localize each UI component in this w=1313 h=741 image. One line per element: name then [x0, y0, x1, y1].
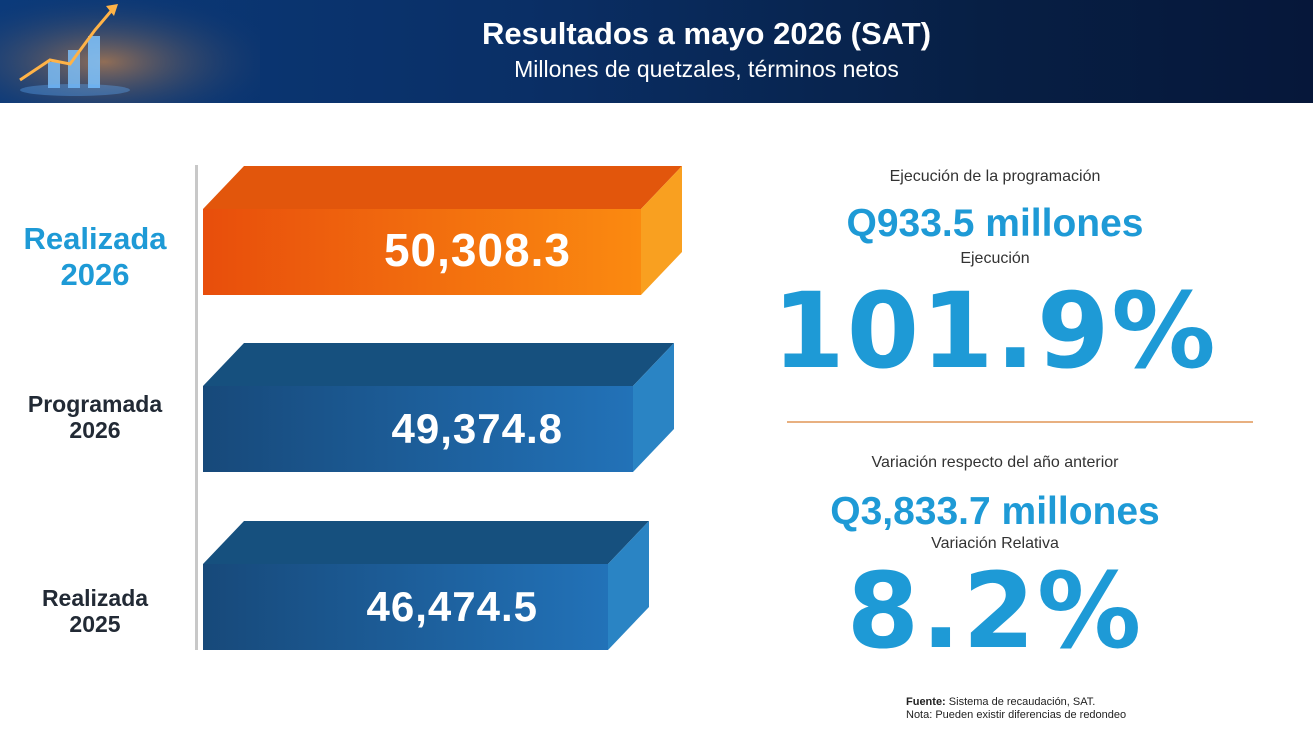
- execution-pct-label: Ejecución: [960, 250, 1030, 267]
- category-label-line: Programada: [27, 391, 163, 417]
- bar-side-programada-2026: [633, 343, 674, 472]
- category-label-programada-2026: Programada 2026: [10, 391, 180, 444]
- source-label: Fuente:: [906, 696, 946, 708]
- category-label-line: 2026: [60, 256, 130, 292]
- bar-value-label-realizada-2025: 46,474.5: [367, 583, 539, 630]
- variation-amount: Q3,833.7 millones: [830, 490, 1160, 533]
- bar-side-realizada-2026: [641, 166, 682, 295]
- bar-realizada-2026: [203, 209, 641, 295]
- source-text: Sistema de recaudación, SAT.: [945, 696, 1096, 708]
- category-label-realizada-2025: Realizada 2025: [10, 585, 180, 638]
- bar-top-programada-2026: [203, 343, 674, 386]
- page-title: Resultados a mayo 2026 (SAT): [481, 16, 932, 51]
- variation-label: Variación respecto del año anterior: [871, 454, 1119, 471]
- bar-value-label-realizada-2026: 50,308.3: [384, 224, 571, 276]
- rounding-note: Nota: Pueden existir diferencias de redo…: [906, 709, 1127, 722]
- category-label-line: Realizada: [41, 585, 149, 611]
- variation-pct: 8.2%: [846, 550, 1144, 672]
- bar-top-realizada-2025: [203, 521, 649, 564]
- execution-pct: 101.9%: [772, 270, 1218, 392]
- growth-chart-illustration: [0, 0, 260, 103]
- source-line: Fuente: Sistema de recaudación, SAT.: [906, 696, 1126, 709]
- execution-label: Ejecución de la programación: [889, 168, 1101, 185]
- bar-programada-2026: [203, 386, 633, 472]
- bar-top-realizada-2026: [203, 166, 682, 209]
- header-banner: Resultados a mayo 2026 (SAT) Millones de…: [0, 0, 1313, 103]
- category-label-line: Realizada: [23, 221, 167, 256]
- section-divider: [787, 421, 1253, 423]
- bar-value-label-programada-2026: 49,374.8: [392, 405, 564, 452]
- category-label-realizada-2026: Realizada 2026: [10, 221, 180, 292]
- bar-realizada-2025: [203, 564, 608, 650]
- variation-pct-label: Variación Relativa: [931, 535, 1059, 552]
- category-label-line: 2026: [69, 417, 121, 444]
- bar-side-realizada-2025: [608, 521, 649, 650]
- bar-chart: 50,308.3 49,374.8 46,474.5: [203, 166, 682, 650]
- footer-note: Fuente: Sistema de recaudación, SAT. Not…: [906, 696, 1126, 722]
- category-label-line: 2025: [69, 611, 121, 638]
- page-subtitle: Millones de quetzales, términos netos: [514, 56, 899, 82]
- execution-amount: Q933.5 millones: [846, 202, 1144, 245]
- chart-axis-line: [195, 165, 198, 650]
